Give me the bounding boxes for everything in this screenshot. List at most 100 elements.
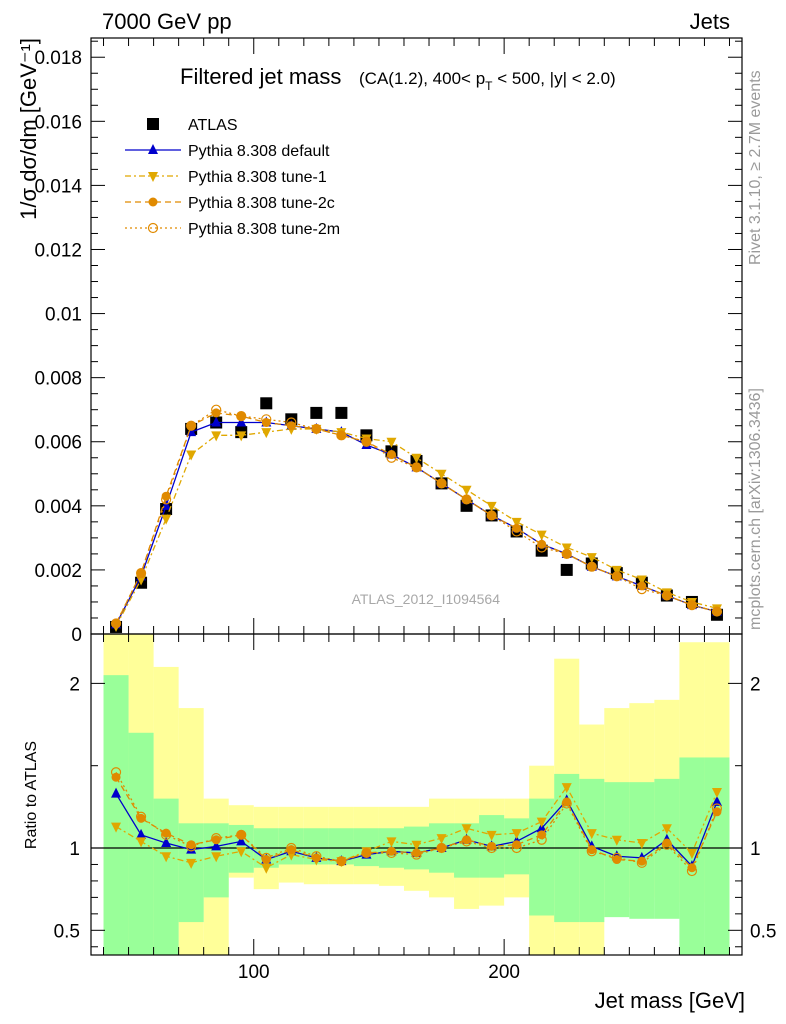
rivet-version-label: Rivet 3.1.10, ≥ 2.7M events <box>747 70 764 265</box>
legend-label: Pythia 8.308 tune-1 <box>188 169 327 186</box>
data-point <box>436 478 447 489</box>
ratio-point <box>136 828 147 839</box>
data-point <box>361 436 372 447</box>
ratio-point <box>236 847 247 858</box>
data-point <box>386 450 396 460</box>
ratio-point <box>711 788 722 799</box>
ratio-point <box>436 842 447 854</box>
data-point <box>186 450 197 461</box>
data-point <box>186 420 197 431</box>
ratio-point <box>636 839 647 850</box>
ratio-point <box>436 834 447 845</box>
header-process: Jets <box>690 9 730 34</box>
data-point <box>711 606 723 617</box>
data-point <box>335 406 348 419</box>
data-point <box>211 408 221 418</box>
y-tick-label: 0.01 <box>45 305 82 326</box>
data-point <box>261 414 272 425</box>
ratio-point <box>161 829 172 840</box>
data-point <box>261 418 271 428</box>
data-point <box>586 561 597 572</box>
legend-marker <box>148 172 158 182</box>
data-point <box>560 563 573 576</box>
data-point <box>286 417 297 428</box>
ratio-point <box>536 817 547 828</box>
data-point <box>386 437 397 448</box>
ratio-point <box>110 767 122 778</box>
chart-title: Filtered jet mass (CA(1.2), 400< pT < 50… <box>180 64 616 93</box>
y-tick-label: 0.016 <box>34 112 82 133</box>
data-point <box>161 494 172 505</box>
ratio-point <box>711 803 723 814</box>
data-point <box>561 548 572 559</box>
legend-label: ATLAS <box>188 117 238 134</box>
x-axis-label: Jet mass [GeV] <box>595 988 745 1013</box>
data-point <box>111 619 121 629</box>
ratio-y-tick-label: 0.5 <box>54 921 80 942</box>
data-point <box>236 411 247 422</box>
y-tick-label: 0.008 <box>34 369 82 390</box>
main-series-line <box>115 408 718 624</box>
data-point <box>636 575 647 586</box>
uncertainty-band-inner <box>353 828 379 867</box>
ratio-point <box>687 863 697 873</box>
y-tick-label: 0.002 <box>34 561 82 582</box>
uncertainty-band-inner <box>529 798 555 916</box>
ratio-point <box>336 856 346 866</box>
uncertainty-band-inner <box>629 782 655 919</box>
data-point <box>311 423 322 435</box>
legend-label: Pythia 8.308 tune-2m <box>188 221 340 238</box>
data-point <box>161 491 171 501</box>
ratio-point <box>712 807 722 817</box>
legend-marker <box>148 144 158 154</box>
ratio-point <box>561 798 572 809</box>
ratio-point <box>161 837 172 848</box>
ratio-y-tick-label-right: 2 <box>750 674 761 695</box>
data-point <box>687 600 697 610</box>
ratio-point <box>711 795 722 806</box>
ratio-point <box>111 787 122 798</box>
ratio-y-tick-label-right: 0.5 <box>750 921 776 942</box>
data-point <box>411 453 422 464</box>
ratio-point <box>636 857 647 868</box>
data-point <box>285 413 298 426</box>
ratio-point <box>261 863 272 874</box>
ratio-point <box>411 840 422 851</box>
data-point <box>587 562 597 572</box>
ratio-point <box>211 833 222 844</box>
data-point <box>261 428 272 439</box>
data-point <box>536 530 547 541</box>
data-point <box>611 571 622 582</box>
data-point <box>411 462 422 473</box>
ratio-point <box>461 836 472 847</box>
legend-entry-2: Pythia 8.308 tune-1 <box>125 169 327 186</box>
y-tick-label: 0.018 <box>34 48 82 69</box>
header-energy: 7000 GeV pp <box>102 9 232 34</box>
data-point <box>512 523 522 533</box>
legend-marker <box>147 118 159 130</box>
data-point <box>211 404 222 415</box>
data-point <box>511 526 522 537</box>
ratio-point <box>686 848 697 859</box>
data-point <box>636 584 647 595</box>
data-point <box>336 430 347 441</box>
ratio-point <box>386 837 397 848</box>
data-point <box>461 485 472 496</box>
data-point <box>686 600 698 611</box>
ratio-point <box>236 835 247 846</box>
data-point <box>712 607 722 617</box>
y-tick-label: 0.012 <box>34 240 82 261</box>
ratio-point <box>586 829 597 840</box>
ratio-y-tick-label: 2 <box>69 674 80 695</box>
data-point <box>211 416 222 427</box>
legend: ATLAS Pythia 8.308 default Pythia 8.308 tu… <box>125 117 340 238</box>
data-point <box>561 543 572 554</box>
chart-title-cuts: (CA(1.2), 400< pT < 500, |y| < 2.0) <box>359 69 616 93</box>
ratio-point <box>661 824 672 835</box>
uncertainty-band-inner <box>604 782 630 918</box>
ratio-point <box>661 839 672 850</box>
legend-entry-0: ATLAS <box>147 117 238 134</box>
ratio-point <box>135 811 147 822</box>
ratio-series-line <box>115 771 718 873</box>
